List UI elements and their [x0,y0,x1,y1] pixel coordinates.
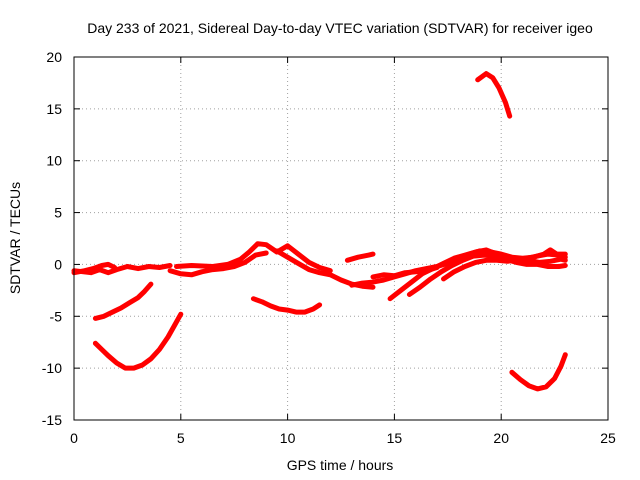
series-arc-14 [92,311,184,371]
plot-frame [73,56,609,421]
y-tick-label: -5 [50,308,63,324]
grid [74,57,608,420]
series-arc-2 [71,261,118,276]
x-tick-label: 25 [600,430,616,446]
y-tick-label: -15 [42,412,62,428]
y-tick-label: 10 [46,153,62,169]
series-arc-6 [344,251,376,263]
series-arc-11 [441,256,568,282]
y-tick-label: 15 [46,101,62,117]
x-tick-label: 10 [280,430,296,446]
series-arc-15 [250,296,323,315]
x-tick-label: 5 [177,430,185,446]
series-arc-13 [92,281,154,321]
axis-ticks: 0 5 10 15 20 25 -15 -10 -5 0 5 10 15 20 [42,49,616,446]
y-tick-label: 20 [46,49,62,65]
x-tick-label: 0 [70,430,78,446]
chart-title: Day 233 of 2021, Sidereal Day-to-day VTE… [87,20,593,36]
y-tick-label: 0 [54,256,62,272]
series-arc-17 [509,352,568,392]
y-axis-label: SDTVAR / TECUs [7,182,23,294]
series-arc-16 [475,71,513,119]
x-tick-label: 20 [493,430,509,446]
series-arc-4 [174,241,333,274]
y-tick-label: -10 [42,360,62,376]
data-series [71,71,568,392]
series-arc-10 [406,252,568,297]
x-tick-label: 15 [387,430,403,446]
x-axis-label: GPS time / hours [287,457,394,473]
series-arc-12 [456,247,568,261]
series-arc-3 [167,250,269,278]
y-tick-label: 5 [54,205,62,221]
